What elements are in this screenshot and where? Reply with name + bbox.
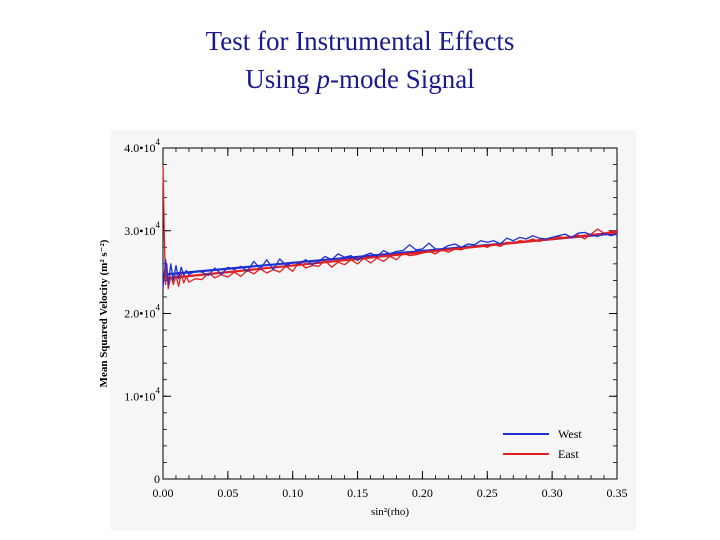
series-line-east (162, 164, 618, 290)
plot-panel (110, 130, 636, 530)
series-line-west (162, 231, 618, 289)
axes-group: 0.00 0.05 0.10 0.15 0.20 0.25 0.30 0.35 0 1.0•104… (124, 137, 627, 500)
title-line-2-post: -mode Signal (330, 64, 475, 94)
x-axis-label: sin²(rho) (371, 506, 409, 518)
y-axis-label: Mean Squared Velocity (m² s⁻²) (98, 239, 110, 387)
plot-frame (162, 147, 618, 480)
title-line-2-italic: p (316, 64, 331, 94)
series-group (162, 164, 618, 290)
x-tick-label: 0.00 (153, 486, 174, 500)
x-tick-label: 0.35 (607, 486, 628, 500)
y-tick-label: 1.0•104 (124, 385, 160, 403)
slide-title: Test for Instrumental Effects Using p-mo… (0, 22, 720, 98)
title-line-2-pre: Using (245, 64, 317, 94)
x-tick-label: 0.20 (412, 486, 433, 500)
x-tick-label: 0.05 (217, 486, 238, 500)
legend-label-west: West (558, 427, 582, 441)
x-tick-label: 0.25 (477, 486, 498, 500)
y-tick-label: 4.0•104 (124, 137, 160, 155)
legend-label-east: East (558, 447, 579, 461)
legend: West East (503, 427, 582, 461)
title-line-2: Using p-mode Signal (0, 60, 720, 98)
y-tick-label: 0 (154, 472, 160, 486)
x-tick-label: 0.10 (282, 486, 303, 500)
y-tick-label: 3.0•104 (124, 220, 160, 238)
y-tick-label: 2.0•104 (124, 303, 160, 321)
x-tick-label: 0.15 (347, 486, 368, 500)
x-tick-label: 0.30 (542, 486, 563, 500)
title-line-1: Test for Instrumental Effects (205, 26, 515, 56)
